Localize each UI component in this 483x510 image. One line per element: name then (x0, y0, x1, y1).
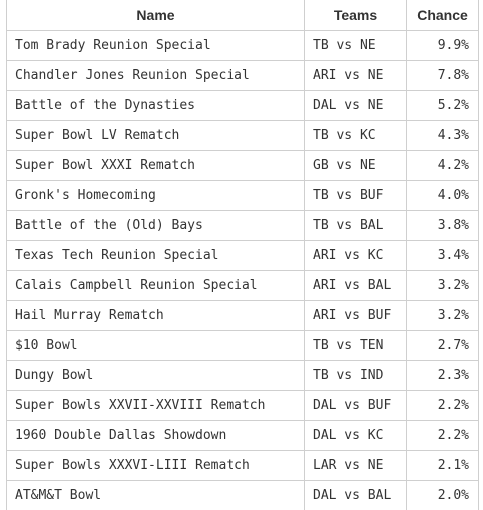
cell-teams: DAL vs KC (304, 420, 407, 451)
cell-name: Calais Campbell Reunion Special (6, 270, 305, 301)
cell-name: 1960 Double Dallas Showdown (6, 420, 305, 451)
cell-chance: 2.1% (406, 450, 479, 481)
cell-name: Battle of the (Old) Bays (6, 210, 305, 241)
cell-teams: DAL vs BAL (304, 480, 407, 510)
cell-name: Dungy Bowl (6, 360, 305, 391)
cell-chance: 2.7% (406, 330, 479, 361)
cell-teams: TB vs TEN (304, 330, 407, 361)
table-row: Hail Murray Rematch ARI vs BUF 3.2% (6, 300, 479, 331)
table-header: Name Teams Chance (6, 0, 479, 31)
table-row: Dungy Bowl TB vs IND 2.3% (6, 360, 479, 391)
cell-teams: ARI vs KC (304, 240, 407, 271)
cell-teams: TB vs BUF (304, 180, 407, 211)
cell-chance: 9.9% (406, 30, 479, 61)
cell-teams: GB vs NE (304, 150, 407, 181)
cell-teams: DAL vs BUF (304, 390, 407, 421)
cell-teams: TB vs NE (304, 30, 407, 61)
cell-teams: ARI vs NE (304, 60, 407, 91)
cell-teams: TB vs KC (304, 120, 407, 151)
table-row: Battle of the Dynasties DAL vs NE 5.2% (6, 90, 479, 121)
cell-chance: 4.3% (406, 120, 479, 151)
cell-chance: 4.2% (406, 150, 479, 181)
table-row: Battle of the (Old) Bays TB vs BAL 3.8% (6, 210, 479, 241)
table-row: Calais Campbell Reunion Special ARI vs B… (6, 270, 479, 301)
table-row: Super Bowls XXVII-XXVIII Rematch DAL vs … (6, 390, 479, 421)
cell-teams: ARI vs BUF (304, 300, 407, 331)
cell-name: Super Bowl LV Rematch (6, 120, 305, 151)
matchup-table: Name Teams Chance Tom Brady Reunion Spec… (6, 0, 479, 510)
cell-name: Super Bowls XXXVI-LIII Rematch (6, 450, 305, 481)
cell-chance: 3.4% (406, 240, 479, 271)
header-row: Name Teams Chance (6, 0, 479, 31)
cell-name: $10 Bowl (6, 330, 305, 361)
table-row: Tom Brady Reunion Special TB vs NE 9.9% (6, 30, 479, 61)
cell-teams: LAR vs NE (304, 450, 407, 481)
cell-teams: TB vs BAL (304, 210, 407, 241)
table-body: Tom Brady Reunion Special TB vs NE 9.9% … (6, 30, 479, 510)
cell-teams: DAL vs NE (304, 90, 407, 121)
cell-teams: TB vs IND (304, 360, 407, 391)
cell-chance: 2.0% (406, 480, 479, 510)
cell-name: Hail Murray Rematch (6, 300, 305, 331)
cell-name: AT&M&T Bowl (6, 480, 305, 510)
table-row: Super Bowl XXXI Rematch GB vs NE 4.2% (6, 150, 479, 181)
cell-name: Super Bowls XXVII-XXVIII Rematch (6, 390, 305, 421)
column-header-name: Name (6, 0, 305, 31)
table-row: $10 Bowl TB vs TEN 2.7% (6, 330, 479, 361)
cell-name: Super Bowl XXXI Rematch (6, 150, 305, 181)
cell-name: Chandler Jones Reunion Special (6, 60, 305, 91)
cell-name: Tom Brady Reunion Special (6, 30, 305, 61)
table-row: 1960 Double Dallas Showdown DAL vs KC 2.… (6, 420, 479, 451)
table-row: Texas Tech Reunion Special ARI vs KC 3.4… (6, 240, 479, 271)
cell-teams: ARI vs BAL (304, 270, 407, 301)
table-row: Gronk's Homecoming TB vs BUF 4.0% (6, 180, 479, 211)
cell-name: Gronk's Homecoming (6, 180, 305, 211)
cell-name: Battle of the Dynasties (6, 90, 305, 121)
cell-chance: 2.2% (406, 390, 479, 421)
column-header-chance: Chance (406, 0, 479, 31)
cell-chance: 2.3% (406, 360, 479, 391)
table-row: Super Bowl LV Rematch TB vs KC 4.3% (6, 120, 479, 151)
cell-chance: 3.8% (406, 210, 479, 241)
cell-chance: 4.0% (406, 180, 479, 211)
cell-chance: 2.2% (406, 420, 479, 451)
cell-chance: 5.2% (406, 90, 479, 121)
cell-name: Texas Tech Reunion Special (6, 240, 305, 271)
cell-chance: 7.8% (406, 60, 479, 91)
cell-chance: 3.2% (406, 300, 479, 331)
column-header-teams: Teams (304, 0, 407, 31)
table-row: Chandler Jones Reunion Special ARI vs NE… (6, 60, 479, 91)
table-row: Super Bowls XXXVI-LIII Rematch LAR vs NE… (6, 450, 479, 481)
cell-chance: 3.2% (406, 270, 479, 301)
table-row: AT&M&T Bowl DAL vs BAL 2.0% (6, 480, 479, 510)
